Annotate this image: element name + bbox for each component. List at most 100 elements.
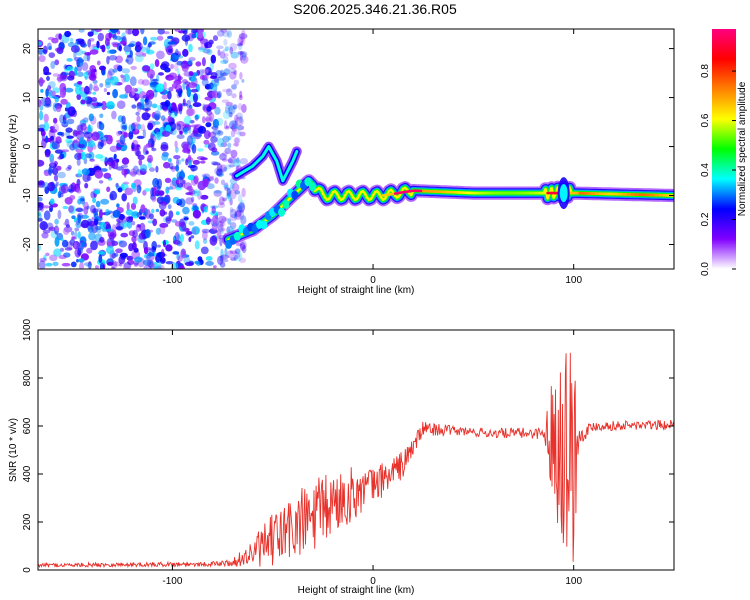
noise-blob — [98, 251, 104, 255]
noise-blob — [175, 164, 180, 172]
noise-blob — [185, 158, 189, 166]
noise-blob — [190, 88, 198, 93]
noise-blob — [103, 172, 112, 179]
noise-blob — [176, 123, 182, 131]
noise-blob — [76, 258, 79, 263]
noise-blob — [158, 72, 164, 76]
noise-blob — [94, 216, 100, 220]
noise-blob — [43, 121, 50, 132]
snr-frame — [37, 329, 675, 571]
noise-blob — [192, 102, 202, 108]
noise-blob — [77, 143, 85, 148]
noise-blob — [64, 247, 73, 251]
noise-blob — [87, 31, 94, 37]
noise-blob — [135, 51, 145, 57]
noise-blob — [190, 164, 198, 172]
noise-blob — [194, 114, 200, 120]
noise-blob — [58, 33, 62, 40]
noise-blob — [84, 153, 92, 159]
noise-blob — [174, 75, 183, 81]
y-tick-label: -10 — [22, 188, 33, 203]
noise-blob — [224, 53, 229, 57]
noise-blob — [131, 235, 137, 243]
noise-blob — [57, 171, 66, 179]
noise-blob — [111, 266, 115, 269]
noise-blob — [142, 107, 151, 111]
noise-blob — [160, 115, 166, 121]
noise-blob — [91, 102, 98, 106]
noise-blob — [126, 54, 131, 58]
noise-blob — [112, 209, 121, 218]
noise-blob — [216, 168, 223, 176]
x-tick-label: 100 — [565, 576, 582, 587]
noise-blob — [238, 37, 246, 46]
noise-blob — [57, 73, 63, 83]
spectrogram-marks — [38, 29, 674, 269]
noise-blob — [124, 187, 134, 196]
noise-blob — [135, 111, 140, 116]
noise-blob — [236, 157, 240, 164]
noise-blob — [117, 219, 121, 229]
noise-blob — [47, 182, 55, 192]
noise-blob — [160, 144, 169, 152]
noise-blob — [136, 150, 141, 157]
noise-blob — [182, 98, 186, 106]
noise-blob — [42, 229, 51, 234]
noise-blob — [210, 54, 216, 64]
noise-blob — [99, 209, 103, 219]
noise-blob — [213, 189, 222, 197]
noise-blob — [49, 153, 55, 163]
noise-blob — [76, 158, 81, 166]
noise-blob — [205, 261, 214, 266]
noise-blob — [155, 208, 160, 213]
noise-blob — [203, 130, 211, 140]
noise-blob — [200, 246, 209, 255]
noise-blob — [234, 210, 242, 218]
noise-blob — [49, 128, 58, 133]
noise-blob — [205, 256, 213, 261]
noise-blob — [172, 196, 180, 204]
noise-blob — [80, 99, 86, 105]
noise-blob — [60, 122, 68, 126]
noise-blob — [206, 176, 214, 182]
noise-blob — [186, 135, 193, 146]
noise-blob — [100, 168, 108, 172]
noise-blob — [99, 236, 105, 243]
noise-blob — [94, 189, 101, 195]
noise-blob — [47, 42, 52, 50]
noise-blob — [218, 220, 224, 228]
noise-blob — [75, 221, 82, 228]
noise-blob — [222, 72, 227, 77]
noise-blob — [217, 215, 227, 224]
noise-blob — [187, 154, 192, 162]
y-tick-label: -20 — [22, 237, 33, 252]
noise-blob — [224, 46, 230, 51]
noise-blob — [219, 219, 225, 227]
noise-blob — [42, 205, 50, 209]
noise-blob — [77, 198, 82, 205]
noise-blob — [38, 127, 46, 132]
noise-blob — [104, 157, 108, 167]
noise-blob — [222, 88, 231, 93]
noise-blob — [49, 207, 53, 213]
noise-blob — [88, 46, 94, 51]
noise-blob — [116, 203, 120, 208]
noise-blob — [121, 75, 127, 83]
noise-blob — [65, 101, 71, 109]
noise-blob — [236, 112, 244, 120]
noise-blob — [86, 52, 91, 62]
noise-blob — [86, 90, 92, 95]
noise-blob — [240, 55, 249, 64]
noise-blob — [77, 247, 82, 256]
noise-blob — [49, 162, 57, 169]
noise-blob — [227, 158, 233, 164]
noise-blob — [201, 57, 206, 67]
noise-blob — [68, 205, 76, 215]
noise-blob — [227, 193, 232, 202]
noise-blob — [118, 45, 122, 52]
noise-blob — [182, 48, 189, 57]
noise-blob — [71, 236, 76, 240]
noise-blob — [136, 184, 142, 194]
noise-blob — [197, 46, 207, 51]
colorbar-ticks: 0.0 0.2 0.4 0.6 0.8 — [700, 64, 736, 276]
